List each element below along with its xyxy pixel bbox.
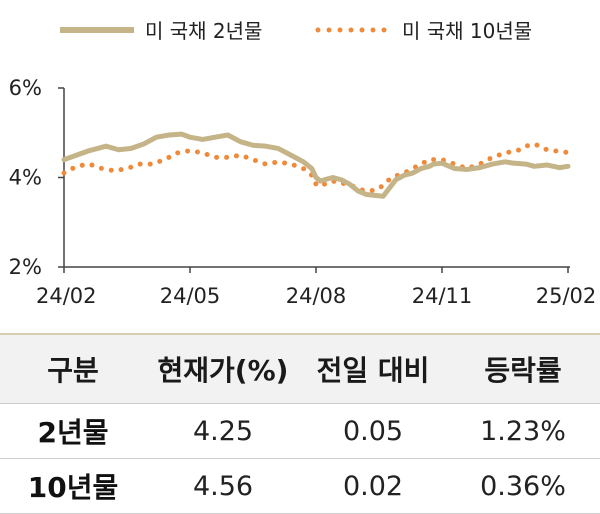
table-header-row: 구분 현재가(%) 전일 대비 등락률 (0, 333, 600, 404)
y-ticks: 6% 4% 2% (9, 76, 64, 279)
series-10y-line (61, 141, 571, 194)
legend: 미 국채 2년물 미 국채 10년물 (60, 19, 532, 43)
row-label: 2년물 (0, 403, 146, 459)
cell-current: 4.25 (146, 403, 300, 459)
y-tick-label: 2% (9, 255, 42, 279)
cell-change: 0.02 (300, 458, 446, 514)
header-category: 구분 (0, 333, 146, 404)
x-tick-label: 24/08 (286, 284, 347, 308)
header-rate: 등락률 (446, 333, 600, 404)
x-tick-label: 24/05 (160, 284, 221, 308)
header-change: 전일 대비 (300, 333, 446, 404)
yield-table: 구분 현재가(%) 전일 대비 등락률 2년물 4.25 0.05 1.23% … (0, 333, 600, 514)
y-tick-label: 4% (9, 166, 42, 190)
series-layer (61, 131, 571, 199)
x-tick-label: 24/11 (412, 284, 473, 308)
table-row: 2년물 4.25 0.05 1.23% (0, 403, 600, 459)
cell-rate: 0.36% (446, 458, 600, 514)
row-label: 10년물 (0, 458, 146, 514)
legend-label-10y: 미 국채 10년물 (402, 19, 532, 43)
chart-svg: 미 국채 2년물 미 국채 10년물 6%4%2% 24/02 24/05 24/0… (9, 19, 597, 308)
cell-rate: 1.23% (446, 403, 600, 459)
table-row: 10년물 4.56 0.02 0.36% (0, 458, 600, 514)
cell-current: 4.56 (146, 458, 300, 514)
x-ticks: 24/02 24/05 24/08 24/11 25/02 (36, 267, 596, 308)
y-tick-label: 6% (9, 76, 42, 100)
cell-change: 0.05 (300, 403, 446, 459)
x-tick-label: 24/02 (36, 284, 97, 308)
header-current: 현재가(%) (146, 333, 300, 404)
series-2y-line (61, 131, 571, 199)
yield-chart: 미 국채 2년물 미 국채 10년물 6% 4% 2% 24/02 24/05 24/0… (9, 19, 597, 308)
x-tick-label: 25/02 (536, 284, 597, 308)
legend-label-2y: 미 국채 2년물 (145, 19, 262, 43)
